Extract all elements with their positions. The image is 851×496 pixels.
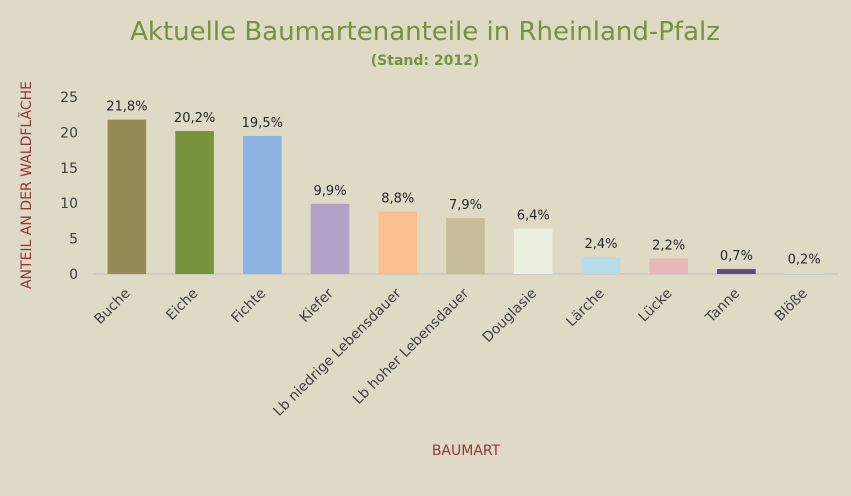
category-label: Eiche <box>163 286 201 324</box>
x-axis-title: BAUMART <box>432 443 501 459</box>
data-label: 2,2% <box>652 238 685 253</box>
category-label: Lärche <box>563 286 608 331</box>
bar <box>717 269 756 274</box>
y-axis-title: ANTEIL AN DER WALDFLÄCHE <box>17 81 35 289</box>
bar <box>513 228 553 274</box>
category-label: Kiefer <box>297 285 337 325</box>
data-label: 0,2% <box>788 253 821 268</box>
data-labels: 21,8% 20,2% 19,5% 9,9% 8,8% 7,9% 6,4% 2,4% 2,2% 0… <box>106 100 820 268</box>
y-tick-label: 0 <box>69 267 78 283</box>
y-tick-label: 5 <box>69 232 78 248</box>
bar <box>175 130 214 274</box>
data-label: 19,5% <box>242 116 283 131</box>
y-tick-label: 20 <box>60 125 78 141</box>
category-label: Lb niedrige Lebensdauer <box>271 285 405 419</box>
bar <box>446 218 485 274</box>
bars <box>107 119 824 274</box>
y-axis-ticks: 0 5 10 15 20 25 <box>60 90 78 283</box>
data-label: 21,8% <box>106 100 147 115</box>
bar <box>649 258 688 274</box>
category-label: Tanne <box>702 286 743 327</box>
category-label: Blöße <box>772 286 811 325</box>
chart-subtitle: (Stand: 2012) <box>371 53 479 69</box>
bar <box>378 211 418 274</box>
data-label: 9,9% <box>314 184 347 199</box>
category-label: Lücke <box>636 286 676 326</box>
bar <box>243 135 282 274</box>
data-label: 2,4% <box>584 237 617 252</box>
category-label: Buche <box>91 286 133 328</box>
bar <box>107 119 147 274</box>
data-label: 8,8% <box>381 192 414 207</box>
bar <box>310 203 350 274</box>
category-label: Douglasie <box>480 286 540 346</box>
chart-title: Aktuelle Baumartenanteile in Rheinland-P… <box>130 17 720 47</box>
bar <box>784 272 824 274</box>
data-label: 0,7% <box>720 249 753 264</box>
data-label: 7,9% <box>449 198 482 213</box>
category-label: Fichte <box>228 286 269 327</box>
y-tick-label: 15 <box>60 161 78 177</box>
y-tick-label: 10 <box>60 196 78 212</box>
data-label: 6,4% <box>517 209 550 224</box>
data-label: 20,2% <box>174 111 215 126</box>
category-label: Lb hoher Lebensdauer <box>350 285 472 407</box>
bar <box>581 257 621 274</box>
y-tick-label: 25 <box>60 90 78 106</box>
